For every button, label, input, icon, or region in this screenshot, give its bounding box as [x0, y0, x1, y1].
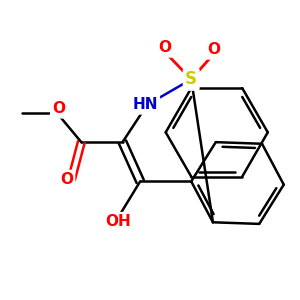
Text: O: O — [158, 40, 171, 56]
Text: O: O — [60, 172, 73, 187]
Text: S: S — [185, 70, 197, 88]
Text: HN: HN — [132, 98, 158, 112]
Text: OH: OH — [106, 214, 131, 229]
Text: O: O — [52, 101, 65, 116]
Text: O: O — [207, 42, 220, 57]
